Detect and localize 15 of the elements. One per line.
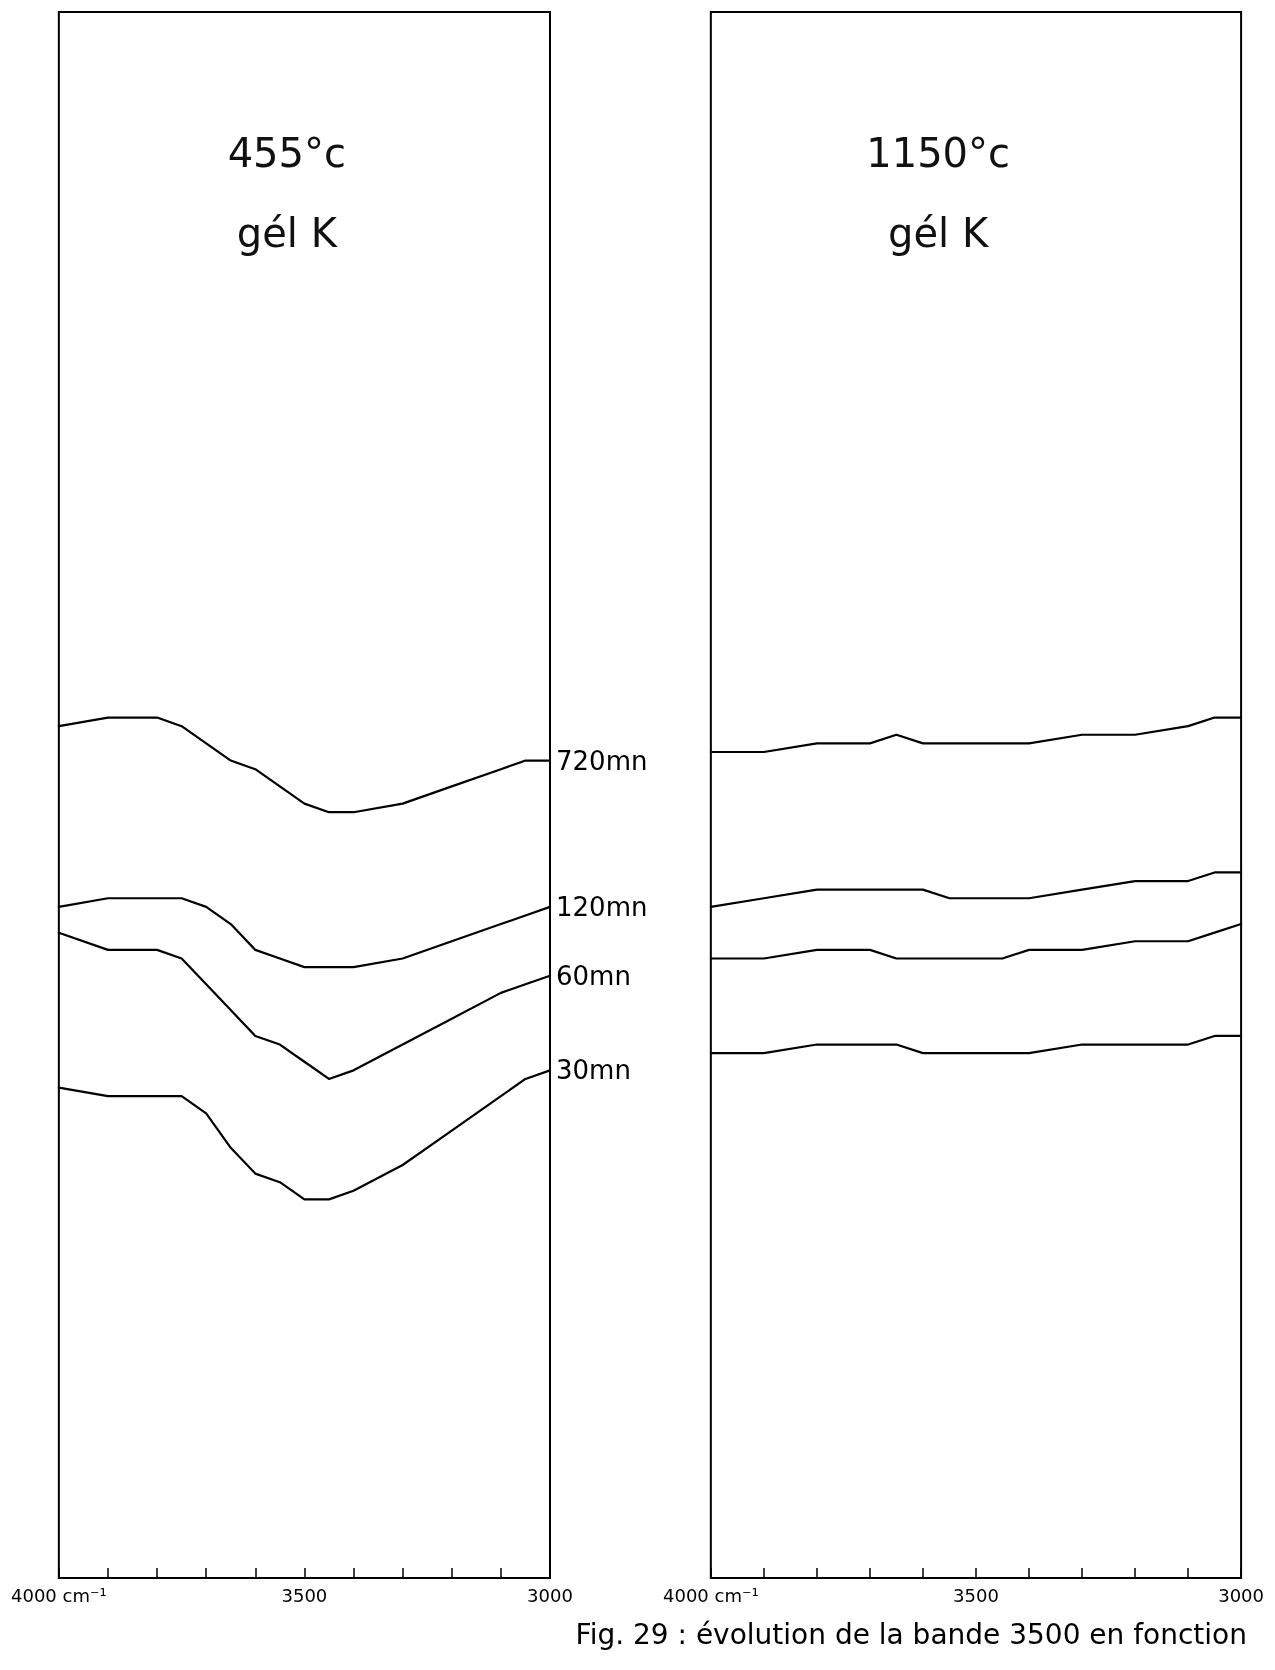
chart-subtitle: gél K	[888, 210, 990, 256]
chart-subtitle: gél K	[236, 210, 339, 256]
caption: Fig. 29 : évolution de la bande 3500 en fonction	[574, 1618, 1248, 1651]
x-tick-label: 3500	[281, 1584, 328, 1606]
x-tick-label: 3000	[1218, 1584, 1264, 1606]
series-label: 720mn	[556, 745, 648, 776]
series-label: 60mn	[556, 960, 631, 991]
x-tick-label: 4000 cm⁻¹	[11, 1584, 107, 1606]
x-tick-label: 3000	[527, 1584, 573, 1606]
x-tick-label: 4000 cm⁻¹	[663, 1584, 759, 1606]
series-label: 120mn	[556, 891, 648, 922]
chart-title: 455°c	[227, 130, 347, 176]
chart-title: 1150°c	[866, 130, 1011, 176]
series-label: 30mn	[556, 1055, 631, 1086]
x-tick-label: 3500	[953, 1584, 999, 1606]
